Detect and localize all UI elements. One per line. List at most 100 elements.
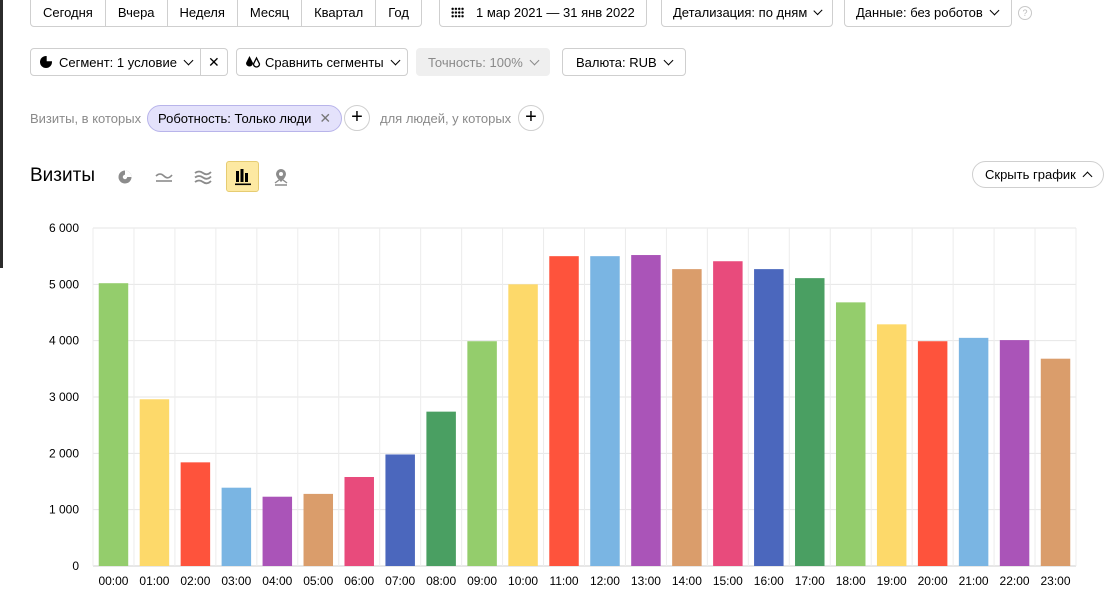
help-icon[interactable]: ?: [1018, 6, 1032, 20]
x-tick-label: 06:00: [344, 574, 374, 588]
filter-middle-text: для людей, у которых: [380, 111, 512, 126]
currency-label: Валюта: RUB: [576, 54, 657, 70]
x-tick-label: 07:00: [385, 574, 415, 588]
data-filter-dropdown[interactable]: Данные: без роботов: [844, 0, 1012, 27]
chevron-down-icon: [813, 5, 823, 15]
bar[interactable]: [835, 302, 866, 566]
x-tick-label: 19:00: [877, 574, 907, 588]
x-tick-label: 20:00: [918, 574, 948, 588]
x-tick-label: 11:00: [549, 574, 578, 588]
bar[interactable]: [590, 256, 620, 566]
x-tick-label: 03:00: [221, 574, 251, 588]
segment-clear-button[interactable]: ✕: [200, 48, 228, 76]
x-tick-label: 17:00: [795, 574, 825, 588]
data-filter-label: Данные: без роботов: [856, 4, 983, 20]
close-icon: ✕: [207, 53, 220, 70]
bar[interactable]: [1040, 358, 1071, 566]
currency-dropdown[interactable]: Валюта: RUB: [562, 48, 686, 76]
bar[interactable]: [467, 341, 497, 566]
hide-chart-label: Скрыть график: [985, 167, 1076, 182]
calendar-icon: [451, 6, 464, 18]
period-yesterday[interactable]: Вчера: [105, 0, 168, 27]
x-tick-label: 02:00: [180, 574, 210, 588]
bar[interactable]: [262, 496, 293, 566]
x-tick-label: 04:00: [262, 574, 292, 588]
view-map-button[interactable]: [266, 163, 296, 191]
bar[interactable]: [508, 284, 538, 566]
bar[interactable]: [999, 340, 1030, 566]
bar[interactable]: [385, 454, 415, 566]
add-visit-condition-button[interactable]: +: [344, 105, 370, 131]
left-edge-bar: [0, 0, 3, 268]
plus-icon: +: [351, 106, 363, 128]
filter-prefix: Визиты, в которых: [30, 111, 142, 126]
y-tick-label: 4 000: [49, 334, 79, 348]
view-pie-button[interactable]: [110, 163, 140, 191]
view-bar-button[interactable]: [226, 161, 259, 192]
period-month[interactable]: Месяц: [237, 0, 303, 27]
bar[interactable]: [426, 411, 456, 566]
y-tick-label: 5 000: [49, 277, 79, 291]
x-tick-label: 16:00: [754, 574, 784, 588]
y-tick-label: 1 000: [49, 503, 79, 517]
x-tick-label: 15:00: [713, 574, 743, 588]
bar[interactable]: [549, 256, 579, 566]
compare-icon: [246, 56, 261, 68]
detail-label: Детализация: по дням: [673, 4, 808, 20]
pie-chart-icon: [118, 170, 132, 184]
chevron-down-icon: [529, 55, 540, 65]
chip-close-icon[interactable]: ✕: [319, 110, 332, 126]
plus-icon: +: [525, 106, 537, 128]
chevron-down-icon: [663, 55, 674, 65]
area-chart-icon: [194, 170, 212, 185]
filter-chip-label: Роботность: Только люди: [158, 111, 312, 126]
filter-chip-robots[interactable]: Роботность: Только люди ✕: [147, 105, 343, 132]
pie-segment-icon: [40, 55, 53, 68]
segment-control: Сегмент: 1 условие ✕: [30, 48, 228, 76]
detail-dropdown[interactable]: Детализация: по дням: [661, 0, 833, 27]
chevron-down-icon: [390, 55, 401, 65]
x-tick-label: 18:00: [836, 574, 866, 588]
period-quarter[interactable]: Квартал: [302, 0, 377, 27]
bar[interactable]: [754, 269, 784, 566]
chevron-down-icon: [183, 55, 194, 65]
compare-segments-dropdown[interactable]: Сравнить сегменты: [236, 48, 408, 76]
bar[interactable]: [303, 493, 334, 566]
bar[interactable]: [98, 283, 129, 566]
period-selector: Сегодня Вчера Неделя Месяц Квартал Год: [30, 0, 422, 27]
x-tick-label: 08:00: [426, 574, 456, 588]
segment-dropdown[interactable]: Сегмент: 1 условие: [30, 48, 201, 76]
bar[interactable]: [139, 399, 170, 566]
x-tick-label: 21:00: [959, 574, 989, 588]
date-range-label: 1 мар 2021 — 31 янв 2022: [476, 4, 635, 20]
bar[interactable]: [795, 278, 825, 566]
bar[interactable]: [221, 487, 252, 566]
period-week[interactable]: Неделя: [167, 0, 238, 27]
accuracy-dropdown: Точность: 100%: [416, 48, 550, 76]
bar[interactable]: [917, 341, 948, 566]
y-tick-label: 0: [72, 559, 79, 573]
add-user-condition-button[interactable]: +: [518, 105, 544, 131]
view-area-button[interactable]: [188, 163, 218, 191]
y-tick-label: 6 000: [49, 221, 79, 235]
x-tick-label: 01:00: [139, 574, 169, 588]
period-year[interactable]: Год: [376, 0, 422, 27]
x-tick-label: 22:00: [1000, 574, 1030, 588]
bar[interactable]: [631, 255, 661, 567]
x-tick-label: 13:00: [631, 574, 661, 588]
bar-chart-icon: [234, 168, 251, 185]
period-today[interactable]: Сегодня: [30, 0, 106, 27]
bar[interactable]: [344, 476, 374, 566]
bar[interactable]: [958, 337, 989, 566]
x-tick-label: 12:00: [590, 574, 620, 588]
bar[interactable]: [180, 462, 211, 566]
hide-chart-button[interactable]: Скрыть график: [972, 161, 1104, 188]
bar[interactable]: [713, 261, 743, 566]
bar[interactable]: [672, 269, 702, 566]
x-tick-label: 00:00: [98, 574, 128, 588]
segment-label: Сегмент: 1 условие: [59, 54, 177, 70]
view-line-button[interactable]: [149, 163, 179, 191]
date-range-button[interactable]: 1 мар 2021 — 31 янв 2022: [439, 0, 647, 27]
line-chart-icon: [155, 173, 173, 182]
bar[interactable]: [876, 324, 907, 566]
